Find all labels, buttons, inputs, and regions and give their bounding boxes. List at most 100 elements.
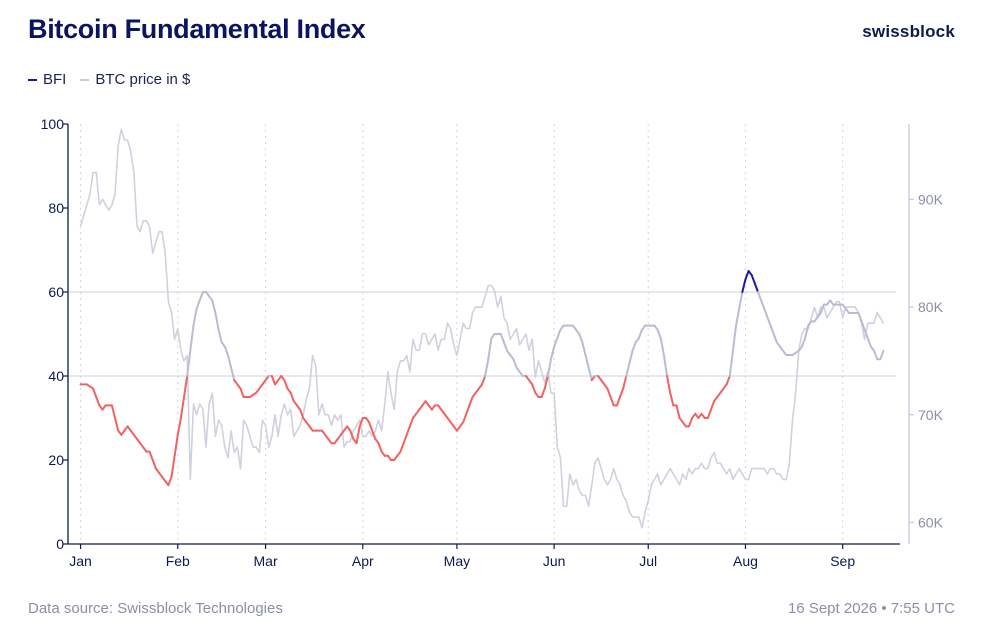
btc-price-series <box>79 128 885 529</box>
bfi-segment-low <box>299 408 305 419</box>
bfi-segment-mid <box>659 337 665 356</box>
bfi-segment-mid <box>804 324 810 340</box>
bfi-segment-mid <box>584 354 590 369</box>
bfi-segment-low <box>170 454 176 478</box>
bfi-segment-low <box>239 387 245 398</box>
bfi-segment-high <box>753 282 759 293</box>
bfi-segment-low <box>371 429 377 440</box>
bfi-segment-low <box>405 425 411 436</box>
bfi-segment-low <box>151 459 157 470</box>
bfi-segment-low <box>606 387 612 398</box>
bfi-segment-low <box>666 375 672 394</box>
y-right-tick-label: 70K <box>918 407 944 423</box>
x-tick-label: Feb <box>166 553 190 569</box>
bfi-segment-mid <box>195 299 201 310</box>
bfi-segment-low <box>540 387 546 398</box>
bfi-segment-mid <box>189 324 195 352</box>
bfi-segment-low <box>110 404 120 432</box>
bfi-segment-mid <box>625 362 631 377</box>
bfi-segment-mid <box>631 341 637 352</box>
x-tick-label: Sep <box>830 553 855 569</box>
bfi-segment-low <box>468 396 474 407</box>
x-tick-label: Jan <box>69 553 92 569</box>
bfi-segment-mid <box>769 324 775 335</box>
bfi-segment-mid <box>763 307 769 319</box>
y-right-tick-label: 80K <box>918 299 944 315</box>
bfi-segment-mid <box>731 324 738 352</box>
bfi-segment-mid <box>553 337 559 348</box>
bfi-segment-low <box>465 404 471 415</box>
chart-title: Bitcoin Fundamental Index <box>28 14 366 44</box>
bfi-segment-low <box>688 417 694 428</box>
legend-item-bfi[interactable]: BFI <box>28 71 66 88</box>
x-tick-label: Jun <box>543 553 566 569</box>
bfi-segment-low <box>349 429 355 440</box>
bfi-segment-mid <box>791 349 800 356</box>
bfi-segment-mid <box>512 358 518 369</box>
bfi-segment-mid <box>757 291 763 302</box>
bfi-segment-mid <box>211 299 217 314</box>
bfi-segment-mid <box>502 341 509 352</box>
bfi-segment-low <box>248 391 258 398</box>
bfi-segment-mid <box>728 349 734 377</box>
bfi-segment-mid <box>198 291 204 302</box>
bfi-segment-mid <box>550 345 556 361</box>
bfi-segment-mid <box>800 337 807 348</box>
bfi-segment-low <box>167 475 173 487</box>
data-source: Data source: Swissblock Technologies <box>28 600 283 617</box>
bfi-segment-low <box>725 375 731 386</box>
bfi-segment-mid <box>735 307 741 327</box>
bfi-segment-mid <box>879 349 885 361</box>
x-tick-label: Aug <box>733 553 758 569</box>
x-tick-label: Mar <box>254 553 278 569</box>
bfi-segment-low <box>669 391 675 407</box>
bfi-segment-mid <box>499 333 505 344</box>
bfi-segment-mid <box>760 299 766 310</box>
bfi-segment-low <box>402 433 408 445</box>
bfi-segment-mid <box>214 312 220 331</box>
bfi-segment-low <box>358 417 364 428</box>
legend-item-btc[interactable]: BTC price in $ <box>80 71 190 88</box>
bfi-segment-mid <box>192 307 198 327</box>
legend-label-btc: BTC price in $ <box>95 71 191 88</box>
bfi-segment-low <box>95 396 101 407</box>
bfi-segment-low <box>609 396 615 407</box>
y-left-tick-label: 100 <box>41 116 65 132</box>
bfi-segment-mid <box>226 354 233 369</box>
bfi-segment-mid <box>484 358 490 377</box>
bfi-segment-mid <box>860 320 866 331</box>
x-tick-label: Apr <box>352 553 374 569</box>
bfi-segment-low <box>148 450 154 461</box>
bfi-segment-low <box>176 417 182 436</box>
bfi-segment-mid <box>866 337 872 348</box>
bfi-segment-mid <box>546 358 552 377</box>
bfi-segment-low <box>481 375 487 386</box>
bfi-segment-low <box>709 400 716 411</box>
bfi-segment-mid <box>766 316 772 327</box>
bfi-segment-mid <box>230 366 236 382</box>
legend: BFI BTC price in $ <box>28 71 204 88</box>
bfi-segment-low <box>408 417 414 428</box>
bfi-segment-mid <box>587 366 593 382</box>
timestamp: 16 Sept 2026 • 7:55 UTC <box>787 600 955 617</box>
bfi-segment-low <box>377 442 383 453</box>
bfi-segment-low <box>675 404 681 419</box>
bfi-series <box>79 270 885 487</box>
bfi-segment-mid <box>628 349 634 365</box>
bfi-segment-low <box>283 379 289 390</box>
bfi-segment-low <box>543 375 549 390</box>
tick-labels: 0 20 40 60 80 100 60K 70K 80K 90K Jan Feb Mar Apr May J… <box>41 116 944 569</box>
brand-logo: swissblock <box>862 22 955 41</box>
bfi-segment-mid <box>819 303 825 314</box>
y-left-tick-label: 80 <box>48 200 64 216</box>
bfi-segment-mid <box>581 341 587 356</box>
x-tick-label: Jul <box>639 553 657 569</box>
bfi-segment-mid <box>217 328 223 344</box>
bfi-segment-low <box>399 442 405 453</box>
bfi-segment-mid <box>186 349 192 377</box>
y-left-tick-label: 40 <box>48 368 64 384</box>
bfi-segment-mid <box>738 291 744 310</box>
y-right-tick-label: 90K <box>918 191 944 207</box>
bfi-segment-mid <box>857 312 863 323</box>
